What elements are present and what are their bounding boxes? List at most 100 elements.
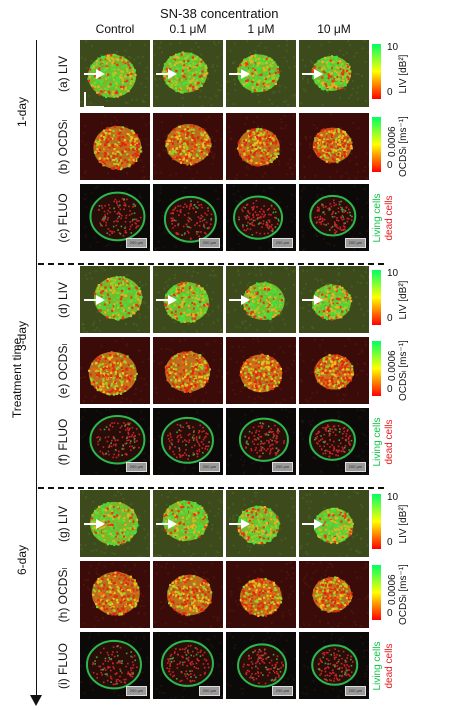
ocds-image	[226, 561, 296, 628]
image-panel	[299, 490, 369, 557]
image-panel: 200 μm	[153, 632, 223, 699]
column-group-title: SN-38 concentration	[160, 6, 279, 21]
image-panel	[80, 561, 150, 628]
colorbar-min-label: 0	[387, 313, 393, 324]
fluo-image	[299, 408, 369, 475]
legend-living-cells: Living cells	[372, 193, 383, 242]
arrow-icon	[302, 68, 323, 79]
image-panel	[80, 113, 150, 180]
liv-colorbar	[372, 44, 381, 99]
image-panel	[153, 266, 223, 333]
colorbar-unit-label: LIV [dB²]	[398, 504, 409, 543]
ocds-image	[153, 337, 223, 404]
image-panel	[299, 337, 369, 404]
ocds-image	[153, 113, 223, 180]
image-panel	[80, 266, 150, 333]
day-label: 6-day	[15, 544, 29, 576]
row-label: (i) FLUO	[56, 642, 70, 689]
arrow-icon	[302, 518, 323, 529]
image-panel	[299, 266, 369, 333]
image-panel: 200 μm	[153, 184, 223, 251]
liv-image	[299, 266, 369, 333]
scale-bar: 200 μm	[272, 462, 293, 472]
ocds-image	[80, 113, 150, 180]
image-panel	[226, 40, 296, 107]
liv-image	[80, 266, 150, 333]
image-panel	[226, 337, 296, 404]
ocds-colorbar	[372, 565, 381, 620]
row-label: (a) LIV	[56, 55, 70, 92]
scale-bar: 200 μm	[272, 686, 293, 696]
image-panel	[299, 561, 369, 628]
image-panel	[299, 113, 369, 180]
scale-bar: 200 μm	[345, 238, 366, 248]
day-label: 1-day	[15, 96, 29, 128]
liv-colorbar	[372, 270, 381, 325]
image-panel: 200 μm	[80, 184, 150, 251]
row-label: (h) OCDSₗ	[56, 567, 70, 622]
column-header: 1 μM	[247, 22, 275, 36]
colorbar-max-label: 10	[387, 268, 399, 279]
colorbar-unit-label: OCDSₗ [ms⁻¹]	[398, 115, 409, 177]
ocds-image	[153, 561, 223, 628]
legend-dead-cells: dead cells	[384, 418, 395, 465]
scale-bar: 200 μm	[345, 462, 366, 472]
image-panel	[153, 113, 223, 180]
liv-image	[80, 40, 150, 107]
legend-living-cells: Living cells	[372, 641, 383, 690]
legend-dead-cells: dead cells	[384, 194, 395, 241]
colorbar-unit-label: LIV [dB²]	[398, 280, 409, 319]
separator-dashed-line	[38, 263, 384, 265]
axis-arrowhead-icon	[30, 695, 42, 706]
liv-image	[153, 490, 223, 557]
column-header: 0.1 μM	[169, 22, 207, 36]
image-panel: 200 μm	[226, 184, 296, 251]
image-panel	[153, 490, 223, 557]
column-header: Control	[95, 22, 135, 36]
ocds-colorbar	[372, 341, 381, 396]
scale-bar: 200 μm	[126, 238, 147, 248]
separator-dashed-line	[38, 487, 384, 489]
arrow-icon	[84, 68, 105, 79]
image-panel	[153, 40, 223, 107]
colorbar-max-label: 10	[387, 492, 399, 503]
fluo-image	[80, 408, 150, 475]
arrow-icon	[156, 68, 177, 79]
arrow-icon	[156, 518, 177, 529]
scale-bar: 200 μm	[126, 686, 147, 696]
arrow-icon	[229, 68, 250, 79]
row-label: (d) LIV	[56, 281, 70, 318]
row-label: (b) OCDSₗ	[56, 119, 70, 174]
colorbar-min-label: 0	[387, 160, 393, 171]
ocds-image	[299, 113, 369, 180]
fluo-image	[226, 184, 296, 251]
ocds-image	[299, 561, 369, 628]
image-panel: 200 μm	[226, 632, 296, 699]
ocds-image	[299, 337, 369, 404]
image-panel	[226, 490, 296, 557]
scale-bar: 200 μm	[199, 686, 220, 696]
colorbar-min-label: 0	[387, 87, 393, 98]
image-panel: 200 μm	[80, 408, 150, 475]
image-panel	[80, 490, 150, 557]
legend-living-cells: Living cells	[372, 417, 383, 466]
image-panel: 200 μm	[299, 408, 369, 475]
row-label: (c) FLUO	[56, 192, 70, 243]
colorbar-unit-label: OCDSₗ [ms⁻¹]	[398, 563, 409, 625]
image-panel	[299, 40, 369, 107]
ocds-colorbar	[372, 117, 381, 172]
colorbar-min-label: 0	[387, 537, 393, 548]
scale-bar: 200 μm	[199, 462, 220, 472]
arrow-icon	[156, 294, 177, 305]
image-panel: 200 μm	[80, 632, 150, 699]
scale-bar: 200 μm	[272, 238, 293, 248]
ocds-image	[80, 337, 150, 404]
legend-dead-cells: dead cells	[384, 642, 395, 689]
image-panel: 200 μm	[153, 408, 223, 475]
arrow-icon	[229, 518, 250, 529]
scale-bar: 200 μm	[199, 238, 220, 248]
liv-colorbar	[372, 494, 381, 549]
colorbar-unit-label: OCDSₗ [ms⁻¹]	[398, 339, 409, 401]
scale-bar: 200 μm	[126, 462, 147, 472]
liv-image	[153, 40, 223, 107]
